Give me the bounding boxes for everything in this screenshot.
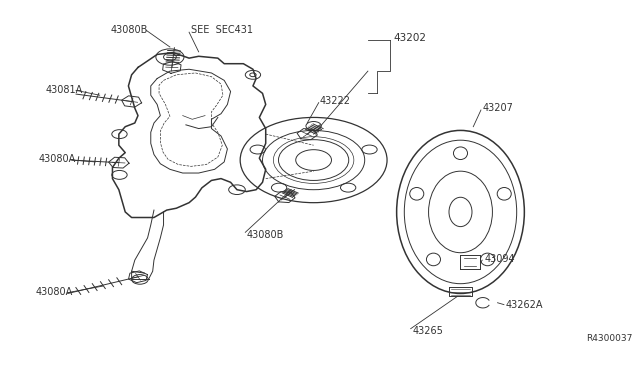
Text: 43080A: 43080A: [39, 154, 76, 164]
Text: 43094: 43094: [484, 254, 515, 264]
Text: 43080B: 43080B: [111, 25, 148, 35]
Text: R4300037: R4300037: [586, 334, 633, 343]
Text: 43080A: 43080A: [36, 287, 73, 297]
Text: 43222: 43222: [320, 96, 351, 106]
Text: 43265: 43265: [413, 326, 444, 336]
Text: 43207: 43207: [483, 103, 514, 113]
Text: 43081A: 43081A: [45, 85, 83, 94]
Text: 43262A: 43262A: [505, 300, 543, 310]
Text: SEE  SEC431: SEE SEC431: [191, 25, 253, 35]
Text: 43080B: 43080B: [246, 230, 284, 240]
Text: 43202: 43202: [394, 33, 426, 43]
